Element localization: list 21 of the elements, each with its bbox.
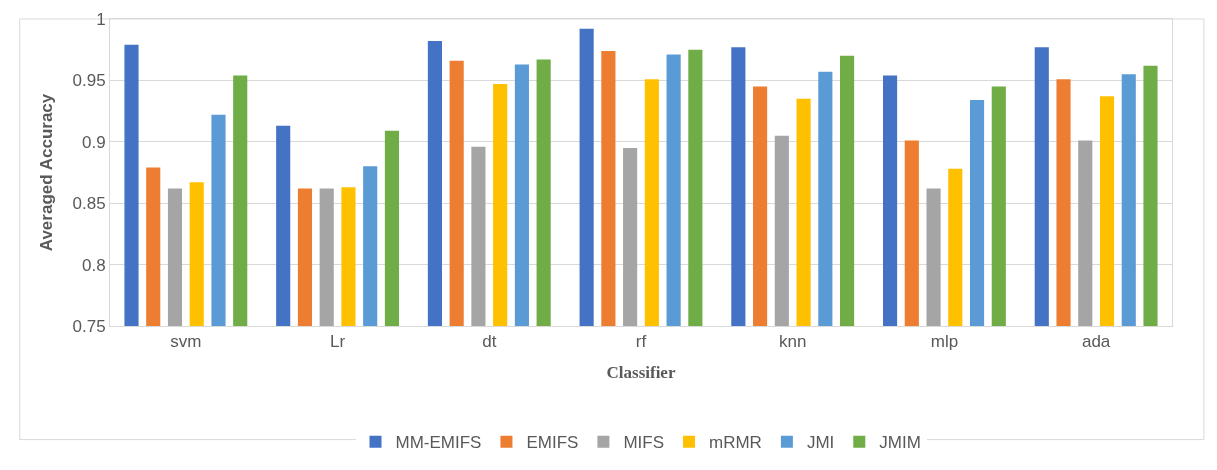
x-tick-label: knn — [779, 332, 807, 352]
legend-label: JMI — [806, 433, 835, 453]
x-axis-title: Classifier — [606, 362, 676, 382]
y-tick-label: 0.8 — [81, 255, 106, 275]
x-tick-label: Lr — [330, 332, 346, 352]
y-axis-title: Averaged Accuracy — [37, 93, 57, 252]
legend-label: MM-EMIFS — [395, 433, 482, 453]
legend-label: MIFS — [623, 433, 664, 453]
x-tick-label: ada — [1081, 332, 1111, 352]
y-tick-label: 0.9 — [81, 132, 106, 152]
y-tick-label: 1 — [96, 9, 106, 29]
x-tick-label: dt — [482, 332, 497, 352]
x-tick-label: svm — [170, 332, 202, 352]
legend-label: mRMR — [709, 433, 762, 453]
y-tick-label: 0.85 — [72, 194, 106, 214]
y-tick-label: 0.95 — [72, 71, 106, 91]
x-tick-label: rf — [635, 332, 647, 352]
x-tick-label: mlp — [930, 332, 959, 352]
legend-label: EMIFS — [526, 433, 579, 453]
y-tick-label: 0.75 — [72, 316, 106, 336]
legend-label: JMIM — [879, 433, 921, 453]
